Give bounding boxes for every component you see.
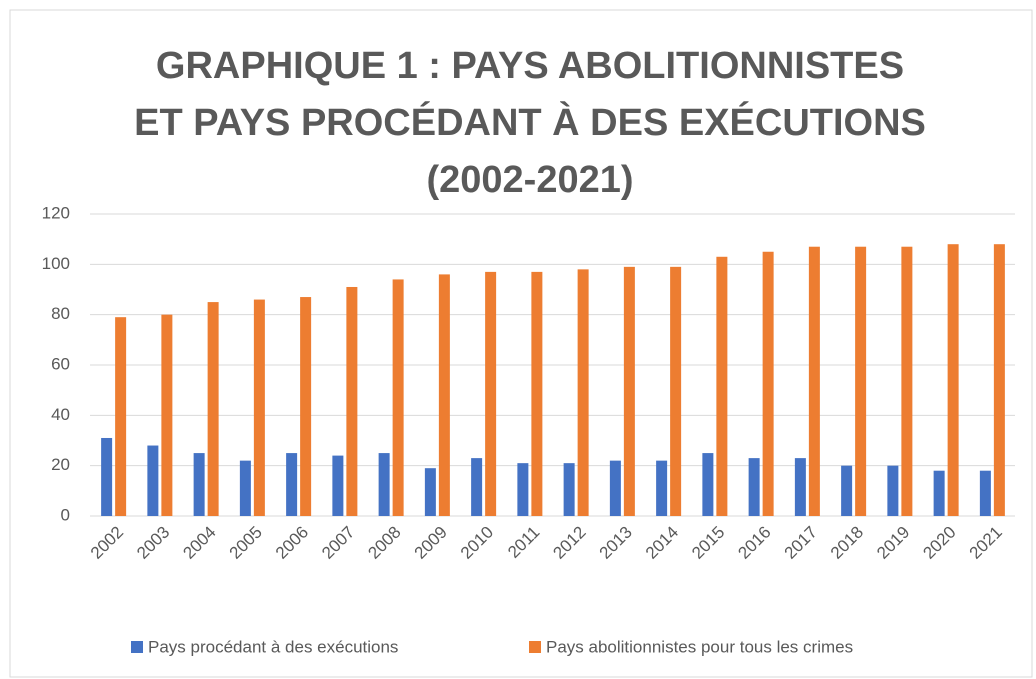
bar [531,271,543,516]
bar [485,271,497,516]
bar [947,244,959,516]
bar [101,437,113,516]
bar [933,470,945,516]
y-tick-label: 60 [51,354,70,373]
legend-label: Pays procédant à des exécutions [148,637,398,656]
bar [517,463,529,516]
bar [193,453,205,516]
y-tick-label: 100 [42,254,70,273]
bar [656,460,668,516]
bar [979,470,991,516]
bar [378,453,390,516]
y-tick-label: 20 [51,455,70,474]
bar [841,465,853,516]
bar [239,460,251,516]
bar [716,256,728,516]
bar [794,458,806,516]
y-tick-label: 0 [61,505,70,524]
legend-swatch [131,641,143,653]
bar [748,458,760,516]
bar [346,286,358,516]
legend-swatch [529,641,541,653]
bar [623,266,635,516]
bar [808,246,820,516]
y-tick-label: 80 [51,304,70,323]
chart-title: ET PAYS PROCÉDANT À DES EXÉCUTIONS [134,100,926,144]
bar [392,279,404,516]
bar [609,460,621,516]
bar [702,453,714,516]
bar [855,246,867,516]
bar [471,458,483,516]
bar [438,274,450,516]
bar [887,465,899,516]
bar [424,468,436,516]
y-tick-label: 120 [42,203,70,222]
bar [332,455,344,516]
y-tick-label: 40 [51,405,70,424]
legend-label: Pays abolitionnistes pour tous les crime… [546,637,853,656]
bar [253,299,265,516]
bar [161,314,173,516]
bar [115,317,127,516]
bar [147,445,159,516]
bar [563,463,575,516]
bar [300,297,312,516]
chart-title: (2002-2021) [426,159,633,201]
bar [901,246,913,516]
bar [207,302,219,516]
bar [577,269,589,516]
bar [670,266,682,516]
bar [762,251,774,516]
bar [993,244,1005,516]
chart-title: GRAPHIQUE 1 : PAYS ABOLITIONNISTES [156,45,904,87]
bar [286,453,298,516]
